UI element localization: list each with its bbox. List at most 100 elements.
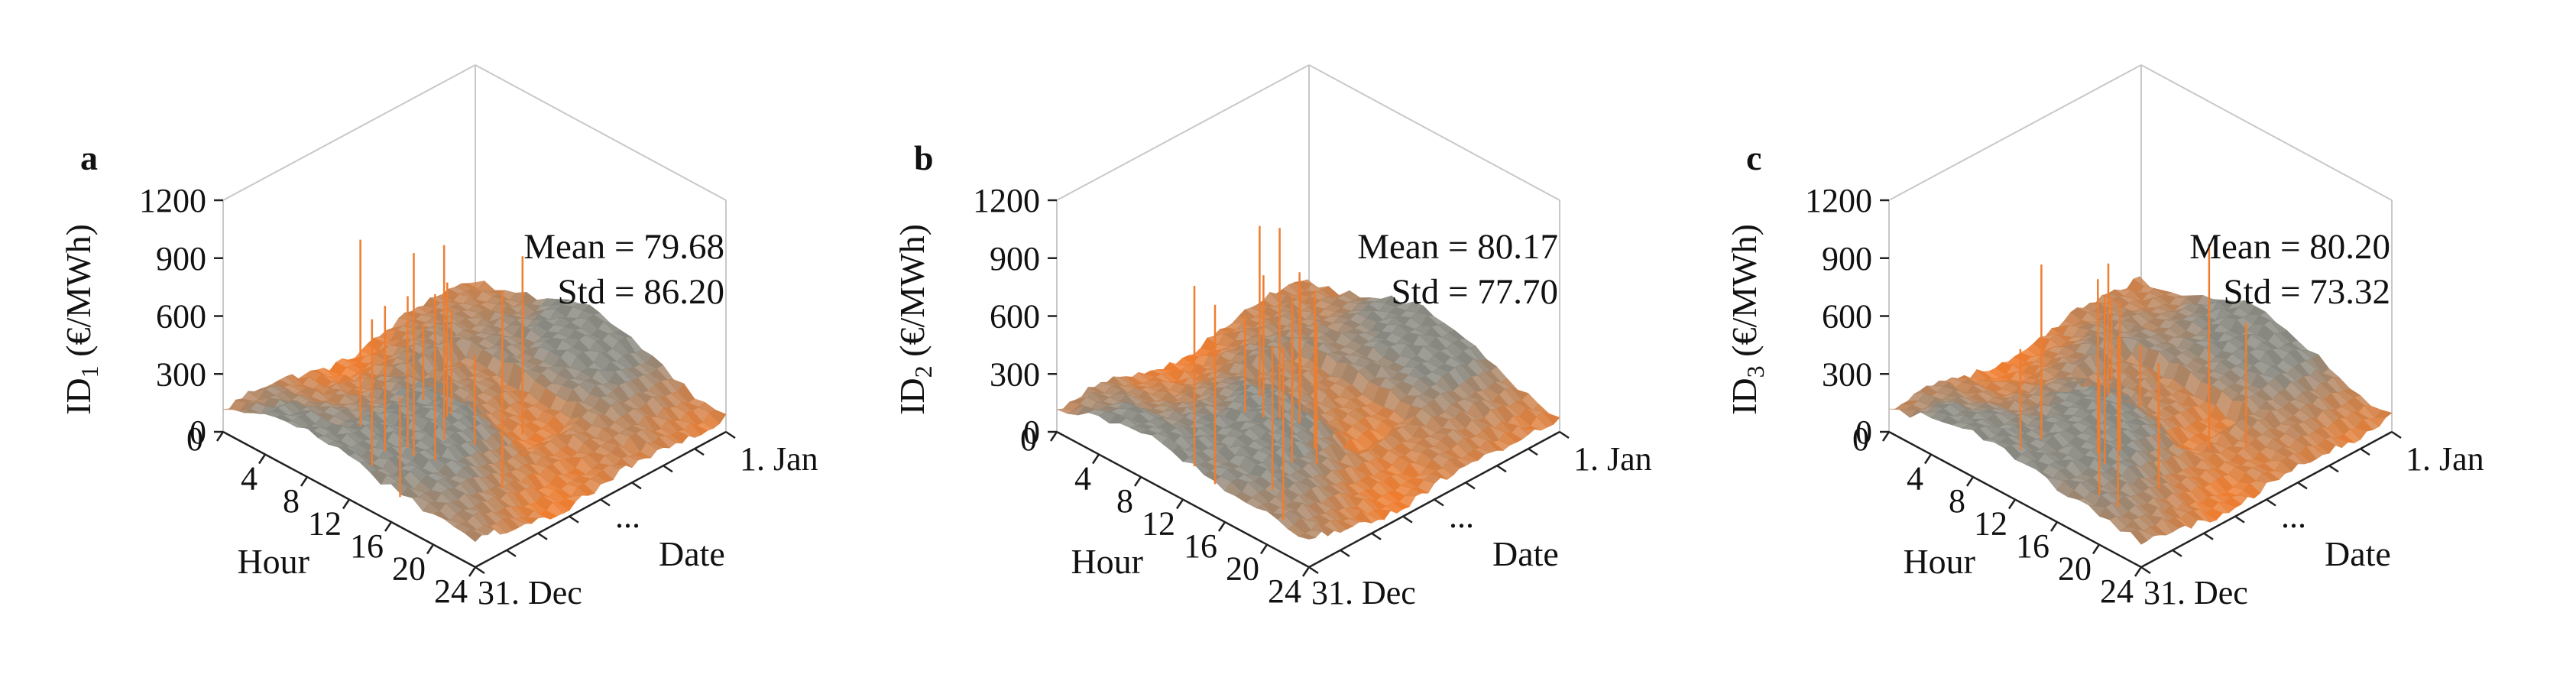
- hour-tick-label: 8: [1949, 482, 1965, 520]
- date-tick-label-start: 1. Jan: [1573, 440, 1652, 478]
- z-tick-label: 0: [1023, 413, 1040, 451]
- date-tick: [2234, 515, 2245, 524]
- hour-tick: [1091, 453, 1100, 465]
- back-top-left-edge: [1056, 64, 1310, 201]
- hour-tick: [342, 498, 351, 510]
- hour-tick-label: 12: [308, 505, 342, 543]
- hour-tick: [1301, 566, 1311, 577]
- date-tick-label-mid: ...: [615, 498, 640, 535]
- panel-letter: c: [1746, 138, 1761, 177]
- hour-tick-label: 24: [1268, 572, 1301, 610]
- z-axis-label: ID3 (€/MWh): [1725, 224, 1769, 415]
- date-tick: [2203, 532, 2214, 540]
- axis-box: [1888, 64, 2393, 432]
- hour-tick: [2049, 521, 2059, 532]
- z-axis-label: ID2 (€/MWh): [893, 224, 937, 415]
- z-tick-label: 300: [156, 355, 206, 393]
- hour-tick: [426, 543, 435, 555]
- surface-cell: [708, 409, 727, 424]
- z-tick-label: 1200: [973, 182, 1040, 219]
- z-tick-label: 1200: [139, 182, 206, 219]
- hour-tick: [1217, 521, 1226, 532]
- date-tick: [475, 566, 485, 575]
- date-tick-label-mid: ...: [2281, 498, 2306, 535]
- hour-tick-label: 4: [241, 460, 258, 498]
- z-tick-label: 600: [156, 298, 206, 336]
- hour-tick-label: 24: [434, 572, 468, 610]
- std-annotation: Std = 73.32: [2224, 272, 2390, 312]
- hour-tick-label: 24: [2100, 572, 2134, 610]
- mean-annotation: Mean = 80.20: [2189, 227, 2390, 267]
- hour-axis-label: Hour: [237, 542, 309, 581]
- hour-tick-label: 0: [1020, 420, 1037, 458]
- z-tick-label: 300: [1822, 355, 1872, 393]
- hour-tick-label: 4: [1074, 460, 1091, 498]
- panel-letter: a: [80, 138, 98, 177]
- date-tick: [537, 532, 548, 540]
- back-top-right-edge: [475, 64, 727, 201]
- date-tick: [1371, 532, 1382, 540]
- date-tick: [663, 465, 673, 473]
- z-tick-label: 0: [1855, 413, 1872, 451]
- date-tick: [1402, 515, 1413, 524]
- surface-cell: [2374, 410, 2393, 419]
- date-tick: [725, 430, 736, 439]
- hour-tick: [258, 453, 267, 465]
- z-tick-label: 1200: [1805, 182, 1872, 219]
- date-tick: [1340, 549, 1350, 557]
- date-axis-label: Date: [2325, 534, 2391, 573]
- hour-tick: [1175, 498, 1184, 510]
- hour-tick: [300, 476, 309, 487]
- hour-tick-label: 0: [1852, 420, 1869, 458]
- hour-tick-label: 16: [350, 527, 384, 565]
- std-annotation: Std = 77.70: [1392, 272, 1558, 312]
- hour-tick: [384, 521, 393, 532]
- z-axis-label-unit: (€/MWh): [893, 224, 932, 365]
- date-tick: [1496, 465, 1507, 473]
- hour-tick: [1049, 431, 1058, 442]
- date-tick: [2172, 549, 2182, 557]
- axis-box: [1056, 64, 1560, 432]
- mean-annotation: Mean = 79.68: [523, 227, 724, 267]
- hour-tick: [215, 431, 225, 442]
- hour-tick: [1965, 476, 1975, 487]
- z-tick-label: 0: [190, 413, 206, 451]
- z-axis-label-main: ID: [893, 378, 932, 415]
- hour-tick-label: 20: [1226, 550, 1259, 588]
- hour-tick: [468, 566, 477, 577]
- z-tick-label: 300: [990, 355, 1040, 393]
- z-tick-label: 900: [1822, 240, 1872, 277]
- date-tick: [1308, 566, 1319, 575]
- hour-tick: [1881, 431, 1891, 442]
- date-tick: [2266, 498, 2276, 507]
- date-tick-label-mid: ...: [1449, 498, 1474, 535]
- back-top-left-edge: [222, 64, 476, 201]
- hour-tick-label: 4: [1907, 460, 1923, 498]
- date-axis-label: Date: [659, 534, 725, 573]
- hour-tick-label: 8: [1116, 482, 1133, 520]
- hour-tick: [2134, 566, 2143, 577]
- back-top-right-edge: [2140, 64, 2393, 201]
- hour-tick-label: 16: [1184, 527, 1217, 565]
- date-tick-label-end: 31. Dec: [2143, 574, 2248, 611]
- std-annotation: Std = 86.20: [558, 272, 724, 312]
- z-axis-label-main: ID: [59, 378, 98, 415]
- date-tick-label-end: 31. Dec: [1311, 574, 1416, 611]
- date-tick: [631, 482, 642, 490]
- z-axis-label-sub: 3: [1742, 365, 1769, 378]
- z-axis-label-unit: (€/MWh): [1725, 224, 1764, 365]
- date-tick: [2140, 566, 2151, 575]
- z-axis-label-main: ID: [1725, 378, 1764, 415]
- hour-tick-label: 12: [1142, 505, 1175, 543]
- hour-tick-label: 20: [2058, 550, 2092, 588]
- date-tick: [569, 515, 579, 524]
- hour-tick-label: 20: [392, 550, 426, 588]
- hour-tick: [2007, 498, 2017, 510]
- hour-axis-label: Hour: [1903, 542, 1975, 581]
- z-tick-label: 900: [156, 240, 206, 277]
- date-tick-label-start: 1. Jan: [2406, 440, 2484, 478]
- back-top-left-edge: [1888, 64, 2142, 201]
